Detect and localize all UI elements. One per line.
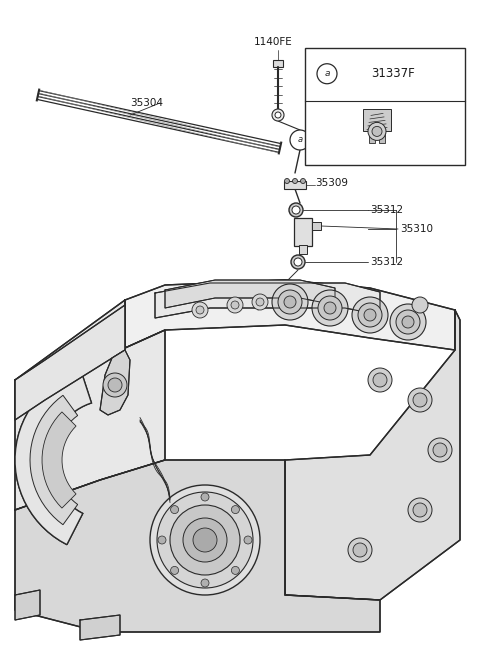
Circle shape (390, 304, 426, 340)
Circle shape (324, 302, 336, 314)
Polygon shape (42, 412, 76, 508)
Polygon shape (155, 283, 380, 318)
Circle shape (412, 297, 428, 313)
Circle shape (408, 498, 432, 522)
Circle shape (348, 538, 372, 562)
Circle shape (318, 296, 342, 320)
Polygon shape (125, 280, 455, 350)
Circle shape (252, 294, 268, 310)
Bar (369, 130, 375, 143)
Polygon shape (15, 369, 92, 545)
Circle shape (231, 506, 240, 514)
Bar (273, 60, 283, 67)
Circle shape (433, 443, 447, 457)
Bar (312, 222, 321, 230)
Circle shape (358, 303, 382, 327)
Bar (284, 181, 306, 189)
Circle shape (103, 373, 127, 397)
Circle shape (196, 306, 204, 314)
Circle shape (368, 368, 392, 392)
Circle shape (275, 112, 281, 118)
Circle shape (256, 298, 264, 306)
Circle shape (300, 179, 305, 183)
Circle shape (408, 388, 432, 412)
Circle shape (158, 536, 166, 544)
Bar (379, 130, 385, 143)
Circle shape (290, 130, 310, 150)
Polygon shape (15, 300, 165, 510)
Bar (294, 218, 312, 246)
Circle shape (352, 297, 388, 333)
Text: 35309: 35309 (315, 178, 348, 188)
Text: a: a (324, 69, 330, 78)
Circle shape (201, 493, 209, 501)
Circle shape (289, 203, 303, 217)
Polygon shape (15, 369, 92, 545)
Circle shape (368, 122, 386, 140)
Circle shape (413, 503, 427, 517)
Polygon shape (100, 350, 130, 415)
Circle shape (231, 567, 240, 574)
Circle shape (312, 290, 348, 326)
Circle shape (285, 179, 289, 183)
Circle shape (292, 179, 298, 183)
Circle shape (157, 492, 253, 588)
Circle shape (150, 485, 260, 595)
Polygon shape (285, 310, 460, 600)
Circle shape (231, 301, 239, 309)
Polygon shape (80, 615, 120, 640)
Text: 35312: 35312 (370, 205, 403, 215)
Circle shape (170, 505, 240, 575)
Circle shape (272, 109, 284, 121)
Circle shape (272, 284, 308, 320)
Circle shape (170, 506, 179, 514)
Bar (299, 245, 307, 254)
Polygon shape (15, 460, 380, 632)
Circle shape (183, 518, 227, 562)
Bar (363, 109, 391, 132)
Circle shape (170, 567, 179, 574)
Circle shape (284, 296, 296, 308)
Polygon shape (165, 280, 335, 308)
Bar (305, 48, 465, 165)
Circle shape (291, 255, 305, 269)
Circle shape (193, 528, 217, 552)
Circle shape (373, 373, 387, 387)
Circle shape (413, 393, 427, 407)
Circle shape (108, 378, 122, 392)
Text: 35304: 35304 (130, 98, 163, 108)
Circle shape (353, 543, 367, 557)
Circle shape (372, 126, 382, 136)
Polygon shape (15, 305, 125, 420)
Polygon shape (15, 590, 40, 620)
Circle shape (396, 310, 420, 334)
Circle shape (292, 206, 300, 214)
Circle shape (294, 258, 302, 266)
Circle shape (192, 302, 208, 318)
Circle shape (402, 316, 414, 328)
Circle shape (201, 579, 209, 587)
Circle shape (364, 309, 376, 321)
Circle shape (428, 438, 452, 462)
Text: 35310: 35310 (400, 224, 433, 234)
Text: 35312: 35312 (370, 257, 403, 267)
Circle shape (278, 290, 302, 314)
Text: 1140FE: 1140FE (253, 37, 292, 47)
Text: a: a (298, 136, 302, 145)
Circle shape (244, 536, 252, 544)
Circle shape (317, 64, 337, 84)
Text: 31337F: 31337F (371, 67, 415, 81)
Polygon shape (30, 395, 78, 525)
Circle shape (227, 297, 243, 313)
